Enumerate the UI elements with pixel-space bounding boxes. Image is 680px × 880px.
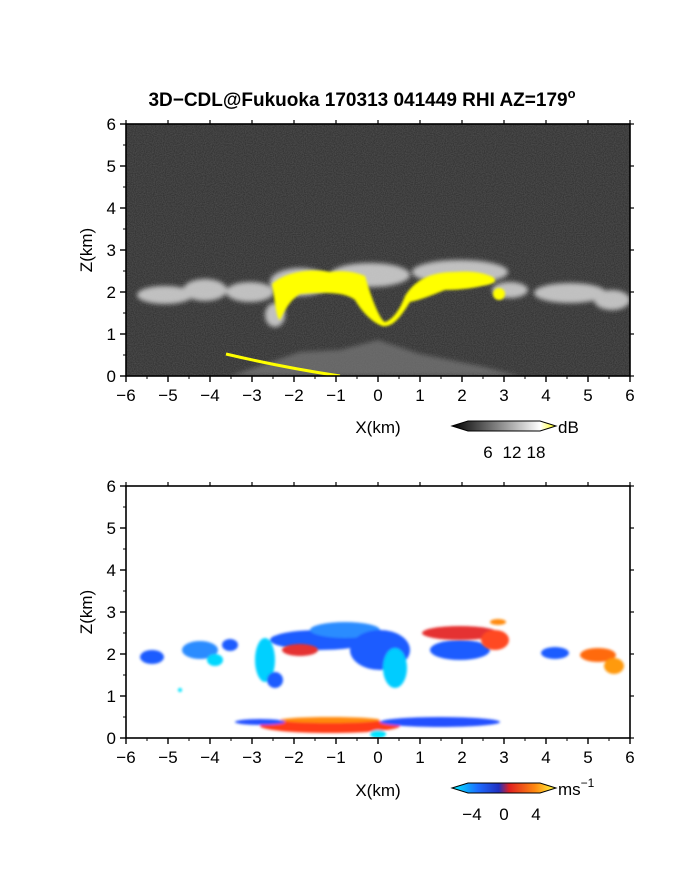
x-tick-label: 2 bbox=[457, 386, 466, 405]
y-tick-label: 5 bbox=[107, 519, 116, 538]
velocity-panel: −6 −5 −4 −3 −2 −1 0 1 2 3 4 5 6 0 1 2 3 4 5 6 X(km) Z(km) m… bbox=[77, 477, 635, 824]
x-tick-label: 0 bbox=[373, 748, 382, 767]
velocity-axes: −6 −5 −4 −3 −2 −1 0 1 2 3 4 5 6 0 1 2 3 4 5 6 bbox=[107, 477, 635, 767]
x-tick-label: 2 bbox=[457, 748, 466, 767]
y-tick-label: 3 bbox=[107, 241, 116, 260]
x-tick-label: 6 bbox=[625, 748, 634, 767]
velocity-colorbar-bar bbox=[450, 782, 558, 794]
x-tick-label: −2 bbox=[284, 748, 303, 767]
x-tick-label: −3 bbox=[242, 748, 261, 767]
y-tick-label: 3 bbox=[107, 603, 116, 622]
reflectivity-echoes bbox=[137, 260, 630, 376]
y-tick-label: 2 bbox=[107, 283, 116, 302]
updraft-velocity bbox=[282, 619, 624, 674]
y-tick-label: 1 bbox=[107, 687, 116, 706]
figure-title: 3D−CDL@Fukuoka 170313 041449 RHI AZ=179o bbox=[148, 86, 575, 111]
y-tick-label: 4 bbox=[107, 199, 116, 218]
x-tick-label: −5 bbox=[158, 748, 177, 767]
x-tick-label: −4 bbox=[200, 748, 219, 767]
strong-echo bbox=[272, 270, 505, 327]
colorbar-tick-label: −4 bbox=[462, 805, 481, 824]
x-tick-label: 5 bbox=[583, 386, 592, 405]
reflectivity-colorbar-ticks: 6 12 18 bbox=[483, 443, 545, 462]
ground-return-line bbox=[225, 352, 341, 376]
ground-return-velocity bbox=[235, 717, 500, 738]
velocity-xlabel: X(km) bbox=[355, 781, 400, 800]
reflectivity-colorbar-bar bbox=[450, 420, 558, 432]
reflectivity-noise bbox=[126, 124, 630, 376]
colorbar-tick-label: 0 bbox=[499, 805, 508, 824]
y-tick-label: 0 bbox=[107, 729, 116, 748]
y-tick-label: 2 bbox=[107, 645, 116, 664]
y-tick-label: 0 bbox=[107, 367, 116, 386]
x-tick-label: 3 bbox=[499, 748, 508, 767]
velocity-colorbar-ticks: −4 0 4 bbox=[462, 805, 540, 824]
colorbar-tick-label: 4 bbox=[531, 805, 540, 824]
x-tick-label: −1 bbox=[326, 748, 345, 767]
reflectivity-axes: −6 −5 −4 −3 −2 −1 0 1 2 3 4 5 6 0 1 2 3 4 5 6 bbox=[107, 115, 635, 405]
x-tick-label: 1 bbox=[415, 748, 424, 767]
x-tick-label: −4 bbox=[200, 386, 219, 405]
reflectivity-colorbar: dB 6 12 18 bbox=[450, 418, 579, 462]
reflectivity-ylabel: Z(km) bbox=[77, 228, 96, 272]
y-tick-label: 6 bbox=[107, 477, 116, 496]
x-tick-label: −5 bbox=[158, 386, 177, 405]
x-tick-label: −3 bbox=[242, 386, 261, 405]
y-tick-label: 1 bbox=[107, 325, 116, 344]
x-tick-label: 5 bbox=[583, 748, 592, 767]
x-tick-label: 4 bbox=[541, 748, 550, 767]
colorbar-tick-label: 18 bbox=[527, 443, 546, 462]
velocity-background bbox=[126, 486, 630, 738]
x-tick-label: −6 bbox=[116, 748, 135, 767]
x-tick-label: −1 bbox=[326, 386, 345, 405]
velocity-colorbar-unit-exponent: −1 bbox=[581, 776, 595, 790]
y-tick-label: 5 bbox=[107, 157, 116, 176]
velocity-colorbar-unit: ms−1 bbox=[558, 776, 595, 799]
velocity-ylabel: Z(km) bbox=[77, 590, 96, 634]
velocity-echoes bbox=[140, 619, 624, 738]
x-tick-label: 1 bbox=[415, 386, 424, 405]
colorbar-tick-label: 6 bbox=[483, 443, 492, 462]
ground-clutter bbox=[230, 340, 520, 376]
y-tick-label: 4 bbox=[107, 561, 116, 580]
velocity-colorbar: ms−1 −4 0 4 bbox=[450, 776, 595, 824]
x-tick-label: 3 bbox=[499, 386, 508, 405]
title-degree: o bbox=[568, 86, 576, 101]
x-tick-label: −2 bbox=[284, 386, 303, 405]
x-tick-label: 6 bbox=[625, 386, 634, 405]
reflectivity-xlabel: X(km) bbox=[355, 418, 400, 437]
x-tick-label: 4 bbox=[541, 386, 550, 405]
colorbar-tick-label: 12 bbox=[503, 443, 522, 462]
y-tick-label: 6 bbox=[107, 115, 116, 134]
x-tick-label: −6 bbox=[116, 386, 135, 405]
reflectivity-colorbar-unit: dB bbox=[558, 418, 579, 437]
x-tick-label: 0 bbox=[373, 386, 382, 405]
